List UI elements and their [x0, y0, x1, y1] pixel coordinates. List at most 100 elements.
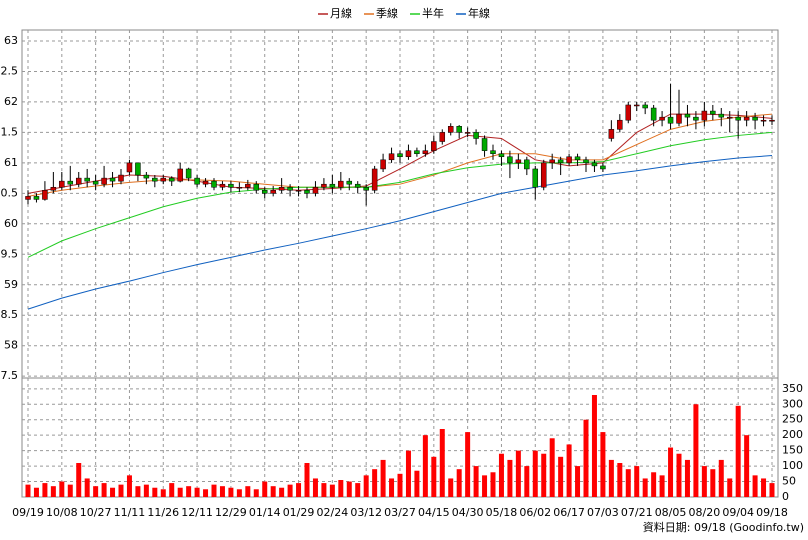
candle-body	[422, 150, 429, 154]
candle-body	[710, 110, 716, 115]
candle-body	[245, 183, 251, 188]
volume-bar	[482, 475, 488, 497]
candle-body	[278, 186, 285, 191]
volume-bar	[414, 470, 420, 497]
volume-bar	[236, 489, 242, 497]
volume-bar	[456, 469, 462, 497]
candle-body	[439, 132, 446, 142]
volume-bar	[727, 478, 733, 497]
candle-body	[557, 159, 564, 164]
volume-bar	[600, 432, 606, 497]
volume-bar	[465, 432, 471, 497]
candle-body	[676, 113, 682, 124]
volume-bar	[262, 481, 268, 497]
volume-bar	[110, 487, 116, 497]
candle-body	[118, 174, 124, 182]
x-tick-label: 06/02	[519, 506, 551, 519]
volume-bar	[490, 472, 496, 497]
candle-body	[346, 180, 353, 185]
x-tick-label: 04/30	[452, 506, 484, 519]
y-tick-label: 7.5	[1, 369, 19, 382]
y-tick-label: 9.5	[1, 247, 19, 260]
candle-body	[270, 190, 276, 194]
candle-body	[126, 162, 133, 173]
candle-body	[532, 168, 539, 188]
volume-bar	[718, 459, 724, 497]
y2-tick-label: 250	[782, 413, 803, 426]
candle-body	[109, 177, 116, 182]
y-tick-label: 60	[4, 217, 18, 230]
x-tick-label: 09/04	[722, 506, 754, 519]
ma-line	[27, 113, 773, 194]
candle-body	[473, 132, 479, 139]
volume-bar	[591, 395, 597, 497]
volume-bar	[769, 483, 775, 497]
candle-body	[388, 153, 395, 161]
volume-bar	[93, 486, 99, 497]
candle-body	[253, 183, 260, 191]
volume-bar	[583, 419, 589, 497]
volume-bar	[186, 486, 192, 497]
candle-body	[726, 116, 733, 119]
y-tick-label: 61	[4, 156, 18, 169]
volume-bar	[532, 450, 538, 497]
candle-body	[549, 159, 555, 164]
candle-body	[769, 119, 775, 122]
volume-bar	[101, 483, 107, 497]
volume-bar	[684, 459, 690, 497]
y-tick-label: 62	[4, 95, 18, 108]
x-tick-label: 04/15	[418, 506, 450, 519]
volume-bar	[228, 487, 234, 497]
candle-body	[625, 104, 632, 121]
x-tick-label: 10/27	[80, 506, 112, 519]
ma-line	[27, 131, 773, 258]
candle-body	[650, 107, 657, 121]
volume-bar	[219, 486, 225, 497]
candle-body	[168, 177, 175, 182]
y2-tick-label: 100	[782, 459, 803, 472]
y-tick-label: 8.5	[1, 308, 19, 321]
volume-bar	[710, 469, 716, 497]
candle-body	[67, 180, 74, 185]
volume-bar	[372, 469, 378, 497]
candle-body	[219, 183, 226, 188]
volume-bar	[270, 486, 276, 497]
y-tick-label: 63	[4, 34, 18, 47]
legend-label: 季線	[376, 6, 398, 20]
volume-bar	[203, 489, 209, 497]
volume-bar	[363, 475, 369, 497]
candle-body	[617, 119, 623, 130]
candle-body	[524, 159, 530, 170]
volume-bar	[515, 450, 521, 497]
y2-tick-label: 200	[782, 428, 803, 441]
volume-bar	[245, 486, 251, 497]
candle-body	[693, 116, 699, 121]
y-tick-label: 2.5	[1, 64, 19, 77]
volume-bar	[608, 459, 614, 497]
volume-bar	[634, 466, 640, 497]
candle-body	[456, 126, 462, 133]
volume-bar	[625, 469, 631, 497]
volume-bar	[549, 438, 555, 497]
volume-bar	[617, 463, 623, 497]
candle-body	[25, 196, 31, 200]
volume-bar	[498, 453, 504, 497]
volume-bar	[296, 483, 302, 497]
volume-bar	[329, 484, 335, 497]
volume-bar	[194, 487, 200, 497]
candle-body	[59, 180, 65, 188]
x-tick-label: 07/03	[587, 506, 619, 519]
candle-body	[752, 116, 758, 121]
x-tick-label: 05/18	[486, 506, 518, 519]
candle-body	[135, 162, 141, 176]
candle-body	[464, 132, 471, 134]
volume-bar	[397, 473, 403, 497]
volume-bar	[701, 466, 707, 497]
x-tick-label: 09/18	[756, 506, 788, 519]
volume-bar	[558, 456, 564, 497]
candle-body	[743, 116, 750, 121]
volume-bar	[507, 459, 513, 497]
legend-label: 半年	[422, 6, 444, 20]
x-tick-label: 01/29	[283, 506, 315, 519]
candle-body	[608, 129, 615, 139]
